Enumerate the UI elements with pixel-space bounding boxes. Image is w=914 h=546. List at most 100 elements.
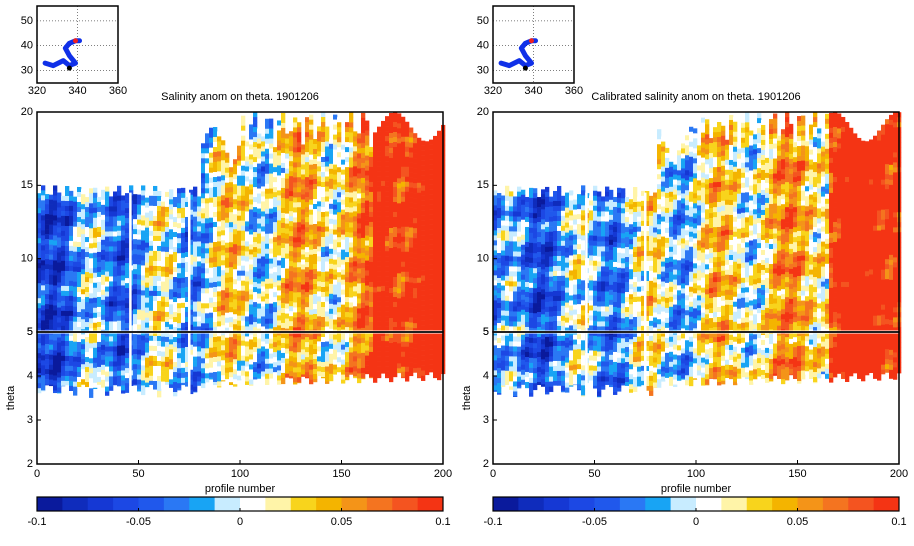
contour-cell	[265, 374, 269, 379]
contour-cell	[45, 219, 49, 224]
contour-cell	[317, 241, 321, 246]
contour-cell	[137, 235, 141, 240]
contour-cell	[209, 143, 213, 148]
contour-cell	[277, 140, 281, 145]
contour-cell	[413, 148, 417, 153]
contour-cell	[365, 191, 369, 196]
contour-cell	[329, 314, 333, 319]
contour-cell	[421, 186, 425, 191]
contour-cell	[273, 147, 277, 152]
contour-cell	[81, 374, 85, 379]
contour-cell	[365, 271, 369, 276]
contour-cell	[193, 302, 197, 307]
contour-cell	[137, 275, 141, 280]
contour-cell	[241, 271, 245, 276]
contour-cell	[217, 356, 221, 361]
contour-cell	[425, 256, 429, 261]
contour-cell	[277, 295, 281, 300]
contour-cell	[281, 183, 285, 188]
contour-cell	[297, 347, 301, 352]
contour-cell	[309, 295, 313, 300]
contour-cell	[497, 318, 501, 323]
contour-cell	[113, 301, 117, 306]
contour-cell	[205, 338, 209, 343]
contour-cell	[93, 368, 97, 373]
contour-cell	[373, 267, 377, 272]
contour-cell	[417, 218, 421, 223]
contour-cell	[333, 315, 337, 320]
contour-cell	[109, 341, 113, 346]
contour-cell	[157, 286, 161, 291]
contour-cell	[137, 245, 141, 250]
contour-cell	[285, 184, 289, 189]
contour-cell	[217, 156, 221, 161]
contour-cell	[381, 256, 385, 261]
contour-cell	[193, 242, 197, 247]
contour-cell	[213, 192, 217, 197]
contour-cell	[173, 387, 177, 392]
contour-cell	[273, 222, 277, 227]
contour-cell	[81, 224, 85, 229]
contour-cell	[173, 297, 177, 302]
contour-cell	[205, 343, 209, 348]
contour-cell	[365, 136, 369, 141]
contour-cell	[133, 194, 137, 199]
contour-cell	[337, 192, 341, 197]
contour-cell	[433, 311, 437, 316]
contour-cell	[281, 298, 285, 303]
contour-cell	[369, 182, 373, 187]
contour-cell	[381, 261, 385, 266]
contour-cell	[317, 226, 321, 231]
contour-cell	[281, 373, 285, 378]
contour-cell	[217, 166, 221, 171]
contour-cell	[257, 209, 261, 214]
contour-cell	[41, 360, 45, 365]
contour-cell	[81, 359, 85, 364]
contour-cell	[101, 225, 105, 230]
contour-cell	[121, 370, 125, 375]
contour-cell	[385, 301, 389, 306]
contour-cell	[105, 207, 109, 212]
contour-cell	[93, 313, 97, 318]
contour-cell	[109, 226, 113, 231]
contour-cell	[501, 216, 505, 221]
contour-cell	[57, 343, 61, 348]
contour-cell	[397, 168, 401, 173]
contour-cell	[221, 235, 225, 240]
contour-cell	[77, 377, 81, 382]
contour-cell	[125, 308, 129, 313]
contour-cell	[421, 341, 425, 346]
contour-cell	[289, 301, 293, 306]
contour-cell	[421, 211, 425, 216]
contour-cell	[285, 179, 289, 184]
contour-cell	[217, 136, 221, 141]
contour-cell	[317, 221, 321, 226]
contour-cell	[157, 251, 161, 256]
contour-cell	[81, 334, 85, 339]
contour-cell	[229, 232, 233, 237]
contour-cell	[125, 223, 129, 228]
contour-cell	[213, 132, 217, 137]
contour-cell	[505, 241, 509, 246]
contour-cell	[293, 297, 297, 302]
contour-cell	[241, 166, 245, 171]
contour-cell	[241, 216, 245, 221]
contour-cell	[233, 324, 237, 329]
contour-cell	[373, 307, 377, 312]
contour-cell	[281, 358, 285, 363]
contour-cell	[285, 289, 289, 294]
contour-cell	[273, 357, 277, 362]
contour-cell	[353, 356, 357, 361]
contour-cell	[301, 289, 305, 294]
contour-cell	[373, 377, 377, 382]
contour-cell	[137, 205, 141, 210]
contour-cell	[193, 342, 197, 347]
contour-cell	[313, 354, 317, 359]
contour-cell	[265, 189, 269, 194]
contour-cell	[269, 284, 273, 289]
contour-cell	[341, 215, 345, 220]
contour-cell	[281, 113, 285, 118]
contour-cell	[145, 213, 149, 218]
contour-cell	[313, 204, 317, 209]
contour-cell	[293, 287, 297, 292]
